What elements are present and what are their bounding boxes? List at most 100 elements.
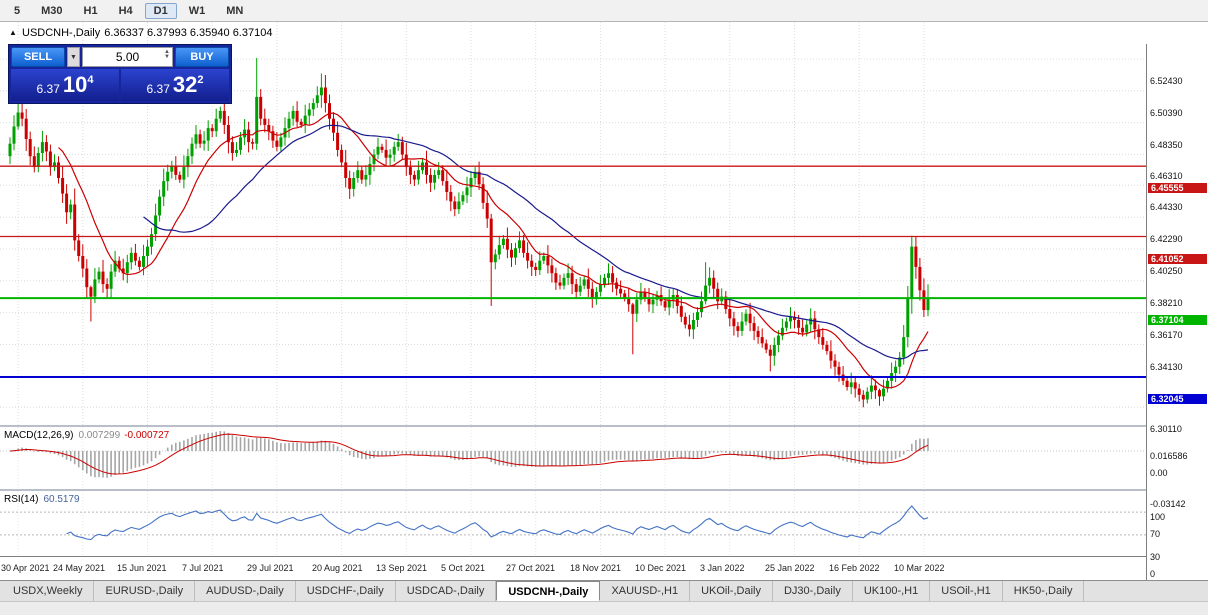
sell-price-sup: 4: [87, 73, 94, 86]
price-tick-label: 6.44330: [1150, 202, 1183, 213]
timeframe-button-d1[interactable]: D1: [144, 2, 177, 19]
chart-symbol-label: USDCNH-,Daily: [22, 27, 101, 39]
timeframe-button-m30[interactable]: M30: [41, 4, 63, 17]
price-line-label: 6.32045: [1148, 394, 1207, 404]
date-tick-label: 27 Oct 2021: [506, 563, 556, 573]
timeframe-button-mn[interactable]: MN: [226, 4, 244, 17]
price-tick-label: 6.34130: [1150, 361, 1183, 372]
buy-price-display[interactable]: 6.37 32 2: [121, 69, 229, 101]
ma-34-line: [143, 124, 929, 360]
timeframe-button-5[interactable]: 5: [14, 4, 21, 17]
price-tick-label: 6.42290: [1150, 234, 1183, 245]
chart-tab-xauusd-h1[interactable]: XAUUSD-,H1: [600, 581, 691, 601]
macd-histogram: [13, 431, 929, 478]
timeframe-toolbar: 5 M30 H1 H4 D1 W1 MN: [0, 0, 1208, 22]
rsi-line: [66, 505, 929, 541]
one-click-panel-arrow-icon[interactable]: ▲: [9, 28, 17, 37]
trade-controls-row: SELL ▼ 5.00 ▲ ▼ BUY: [11, 47, 229, 67]
chart-tab-dj30-daily[interactable]: DJ30-,Daily: [772, 581, 853, 601]
trade-prices-row: 6.37 10 4 6.37 32 2: [11, 69, 229, 101]
price-line-label: 6.37104: [1148, 315, 1207, 326]
date-tick-label: 29 Jul 2021: [247, 563, 294, 573]
buy-button[interactable]: BUY: [175, 47, 229, 67]
panel-separator[interactable]: [0, 425, 1208, 427]
chart-tab-ukoil-daily[interactable]: UKOil-,Daily: [690, 581, 773, 601]
ma-13-line: [58, 112, 929, 389]
price-line-label: 6.41052: [1148, 253, 1207, 264]
chart-tab-usdchf-daily[interactable]: USDCHF-,Daily: [295, 581, 396, 601]
price-line-label: 6.45555: [1148, 183, 1207, 194]
price-tick-label: 6.50390: [1150, 107, 1183, 118]
rsi-tick-label: 70: [1150, 529, 1161, 540]
volume-dropdown-icon[interactable]: ▼: [67, 47, 80, 67]
rsi-tick-label: 0: [1150, 569, 1156, 579]
chart-window: ▲ USDCNH-,Daily 6.36337 6.37993 6.35940 6…: [0, 22, 1208, 602]
macd-indicator-label: MACD(12,26,9) 0.007299 -0.000727: [4, 430, 169, 441]
date-tick-label: 20 Aug 2021: [312, 563, 363, 573]
chart-tab-usdx-weekly[interactable]: USDX,Weekly: [2, 581, 95, 601]
chart-title: USDCNH-,Daily 6.36337 6.37993 6.35940 6.3…: [22, 27, 276, 39]
panel-separator[interactable]: [0, 489, 1208, 491]
one-click-trading-panel: SELL ▼ 5.00 ▲ ▼ BUY 6.37 10 4 6.37 32 2: [8, 44, 232, 104]
price-tick-label: 6.30110: [1150, 424, 1182, 435]
macd-panel[interactable]: [0, 427, 1208, 489]
chart-tab-audusd-daily[interactable]: AUDUSD-,Daily: [195, 581, 296, 601]
chart-tab-hk50-daily[interactable]: HK50-,Daily: [1002, 581, 1085, 601]
sell-button[interactable]: SELL: [11, 47, 65, 67]
date-tick-label: 13 Sep 2021: [376, 563, 428, 573]
volume-spinner-icons[interactable]: ▲ ▼: [164, 49, 170, 60]
rsi-value: 60.5179: [43, 494, 80, 505]
date-tick-label: 16 Feb 2022: [829, 563, 880, 573]
date-tick-label: 5 Oct 2021: [441, 563, 486, 573]
chart-tab-eurusd-daily[interactable]: EURUSD-,Daily: [94, 581, 196, 601]
rsi-indicator-label: RSI(14) 60.5179: [4, 494, 80, 505]
chart-tab-usdcad-daily[interactable]: USDCAD-,Daily: [395, 581, 497, 601]
chart-grid: [0, 22, 1146, 425]
sell-price-display[interactable]: 6.37 10 4: [11, 69, 119, 101]
volume-value: 5.00: [115, 50, 140, 64]
price-tick-label: 6.40250: [1150, 266, 1183, 276]
chart-tab-usoil-h1[interactable]: USOil-,H1: [930, 581, 1003, 601]
date-tick-label: 3 Jan 2022: [700, 563, 745, 573]
chart-tabs-bar: USDX,Weekly EURUSD-,Daily AUDUSD-,Daily USD…: [0, 580, 1208, 601]
timeframe-button-h4[interactable]: H4: [118, 4, 133, 17]
macd-name: MACD(12,26,9): [4, 430, 74, 441]
price-tick-label: 6.38210: [1150, 297, 1183, 308]
price-axis[interactable]: 6.52430 6.50390 6.48350 6.46310 6.44330 6.422…: [1146, 44, 1208, 602]
sell-price-big: 10: [62, 72, 88, 97]
volume-field[interactable]: 5.00 ▲ ▼: [82, 47, 173, 67]
macd-signal-value: -0.000727: [124, 430, 170, 441]
candles-group: [8, 57, 930, 408]
chart-tab-usdcnh-daily[interactable]: USDCNH-,Daily: [496, 581, 601, 601]
macd-main-value: 0.007299: [78, 430, 121, 441]
price-tick-label: 6.52430: [1150, 76, 1183, 86]
date-tick-label: 15 Jun 2021: [117, 563, 167, 573]
buy-price-sup: 2: [197, 73, 204, 86]
timeframe-button-h1[interactable]: H1: [83, 4, 98, 17]
rsi-tick-label: 30: [1150, 551, 1161, 562]
price-tick-label: 6.36170: [1150, 329, 1183, 340]
price-tick-label: 6.46310: [1150, 171, 1183, 182]
buy-price-small: 6.37: [146, 81, 170, 96]
macd-tick-label: -0.03142: [1150, 499, 1186, 509]
rsi-panel[interactable]: [0, 491, 1208, 556]
date-tick-label: 10 Dec 2021: [635, 563, 687, 573]
sell-price-small: 6.37: [36, 81, 60, 96]
date-tick-label: 24 May 2021: [53, 563, 106, 573]
macd-signal-line: [9, 433, 929, 475]
chart-tab-uk100-h1[interactable]: UK100-,H1: [852, 581, 931, 601]
date-tick-label: 25 Jan 2022: [765, 563, 815, 573]
date-tick-label: 18 Nov 2021: [570, 563, 622, 573]
price-tick-label: 6.48350: [1150, 139, 1183, 150]
date-tick-label: 7 Jul 2021: [182, 563, 224, 573]
buy-price-big: 32: [172, 72, 198, 97]
rsi-grid: [17, 491, 925, 556]
time-axis[interactable]: 30 Apr 2021 24 May 2021 15 Jun 2021 7 Jul 2…: [0, 556, 1208, 580]
price-chart[interactable]: [0, 22, 1208, 425]
timeframe-button-w1[interactable]: W1: [188, 4, 206, 17]
window-footer: [0, 601, 1208, 615]
date-tick-label: 10 Mar 2022: [894, 563, 945, 573]
date-tick-label: 30 Apr 2021: [1, 563, 50, 573]
macd-tick-label: 0.00: [1150, 468, 1168, 478]
